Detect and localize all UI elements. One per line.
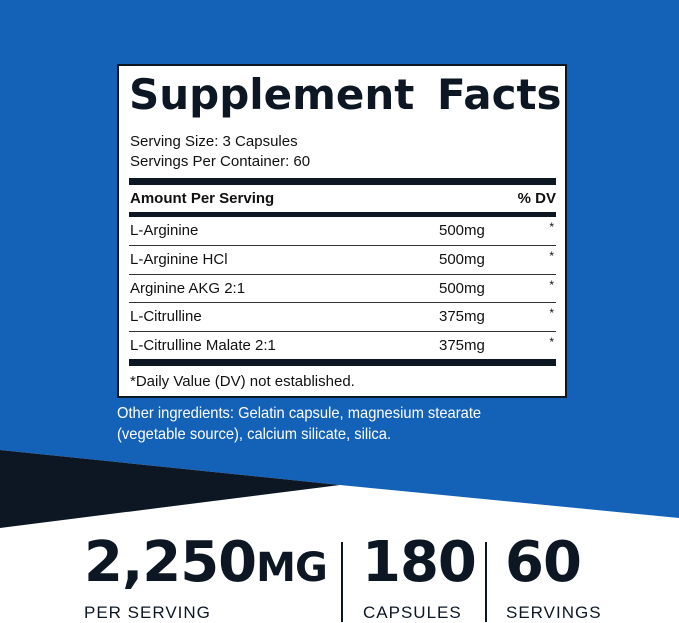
ingredient-name: L-Citrulline Malate 2:1	[130, 337, 276, 354]
row-divider	[129, 302, 556, 303]
ingredient-amount: 375mg	[439, 308, 485, 325]
row-divider	[129, 245, 556, 246]
stat-divider	[341, 542, 343, 622]
table-row: L-Citrulline Malate 2:1 375mg *	[129, 332, 556, 360]
ingredient-dv: *	[549, 249, 554, 263]
other-ingredients: Other ingredients: Gelatin capsule, magn…	[117, 403, 595, 445]
navy-wedge	[0, 450, 340, 528]
other-ingredients-line-2: (vegetable source), calcium silicate, si…	[117, 426, 392, 443]
divider-thick	[129, 178, 556, 185]
dv-footnote: *Daily Value (DV) not established.	[130, 373, 355, 390]
table-row: L-Arginine 500mg *	[129, 217, 556, 245]
stat-divider	[485, 542, 487, 622]
row-divider	[129, 274, 556, 275]
ingredient-amount: 500mg	[439, 222, 485, 239]
row-divider	[129, 331, 556, 332]
ingredient-name: L-Arginine	[130, 222, 199, 239]
ingredient-dv: *	[549, 278, 554, 292]
ingredient-amount: 375mg	[439, 337, 485, 354]
ingredient-name: L-Arginine HCl	[130, 251, 228, 268]
ingredient-amount: 500mg	[439, 251, 485, 268]
ingredient-dv: *	[549, 335, 554, 349]
dose-unit: MG	[256, 545, 328, 591]
stat-servings-label: SERVINGS	[506, 603, 602, 622]
table-row: L-Arginine HCl 500mg *	[129, 246, 556, 274]
serving-size: Serving Size: 3 Capsules	[130, 133, 298, 150]
divider-thick	[129, 359, 556, 366]
amount-per-serving-header: Amount Per Serving	[130, 190, 275, 207]
ingredient-amount: 500mg	[439, 280, 485, 297]
table-row: L-Citrulline 375mg *	[129, 303, 556, 331]
stat-capsules-label: CAPSULES	[363, 603, 462, 622]
supplement-facts-label: Supplement Facts Serving Size: 3 Capsule…	[117, 64, 567, 398]
other-ingredients-line-1: Other ingredients: Gelatin capsule, magn…	[117, 405, 482, 422]
divider-thick	[129, 212, 556, 217]
ingredient-dv: *	[549, 220, 554, 234]
ingredient-name: L-Citrulline	[130, 308, 202, 325]
label-title: Supplement Facts	[129, 70, 562, 119]
stat-dose-value: 2,250MG	[84, 535, 328, 596]
stat-dose-label: PER SERVING	[84, 603, 211, 622]
stat-capsules-value: 180	[362, 530, 477, 595]
table-row: Arginine AKG 2:1 500mg *	[129, 275, 556, 303]
stat-servings-value: 60	[505, 530, 582, 595]
dose-number: 2,250	[84, 530, 257, 595]
ingredient-dv: *	[549, 306, 554, 320]
dv-header: % DV	[517, 190, 556, 207]
servings-per-container: Servings Per Container: 60	[130, 153, 311, 170]
ingredient-name: Arginine AKG 2:1	[130, 280, 246, 297]
